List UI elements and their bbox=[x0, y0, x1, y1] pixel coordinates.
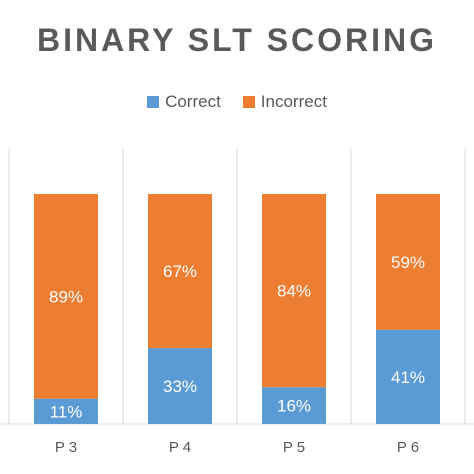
data-label-correct-p5: 16% bbox=[277, 397, 311, 416]
bar-incorrect-p4 bbox=[148, 194, 212, 349]
data-label-incorrect-p3: 89% bbox=[49, 287, 83, 306]
legend-label-correct: Correct bbox=[165, 92, 221, 111]
x-tick-label-p4: P 4 bbox=[169, 439, 191, 456]
x-tick-label-p5: P 5 bbox=[283, 439, 305, 456]
bar-incorrect-p6 bbox=[376, 194, 440, 330]
bar-correct-p3 bbox=[34, 398, 98, 424]
bar-incorrect-p5 bbox=[262, 194, 326, 388]
bar-correct-p6 bbox=[376, 329, 440, 424]
bar-correct-p5 bbox=[262, 387, 326, 424]
x-tick-label-p6: P 6 bbox=[397, 439, 419, 456]
data-label-incorrect-p4: 67% bbox=[163, 262, 197, 281]
data-label-correct-p3: 11% bbox=[50, 402, 83, 421]
legend-label-incorrect: Incorrect bbox=[260, 92, 327, 111]
legend: Correct Incorrect bbox=[0, 92, 474, 112]
data-label-correct-p6: 41% bbox=[391, 368, 425, 387]
x-tick-label-p3: P 3 bbox=[55, 439, 77, 456]
bar-correct-p4 bbox=[148, 348, 212, 424]
legend-item-correct: Correct bbox=[147, 92, 221, 112]
data-label-incorrect-p6: 59% bbox=[391, 253, 425, 272]
data-label-incorrect-p5: 84% bbox=[277, 282, 311, 301]
data-label-correct-p4: 33% bbox=[163, 377, 197, 396]
legend-item-incorrect: Incorrect bbox=[242, 92, 327, 112]
bar-incorrect-p3 bbox=[34, 194, 98, 399]
chart-title: BINARY SLT SCORING bbox=[36, 22, 438, 58]
legend-swatch-incorrect bbox=[242, 96, 255, 108]
legend-swatch-correct bbox=[147, 96, 160, 108]
